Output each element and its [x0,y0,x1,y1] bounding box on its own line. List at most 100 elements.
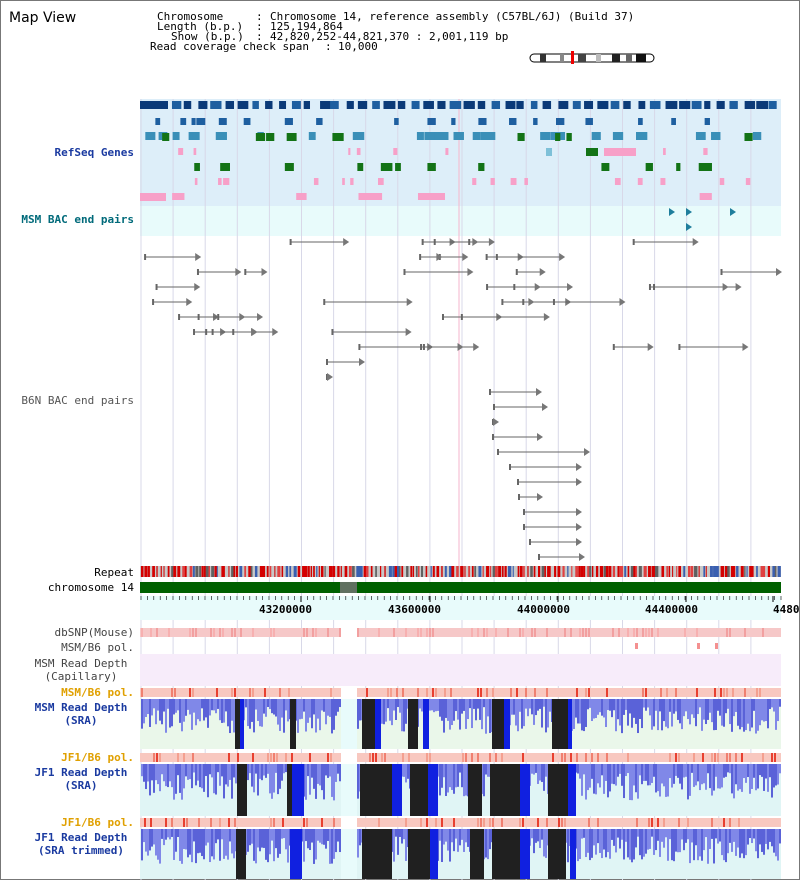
track-label-msm-bac[interactable]: MSM BAC end pairs [21,213,134,226]
gene-feature [612,132,624,140]
depth-bar [261,699,263,727]
chromosome-ideogram[interactable] [529,51,655,64]
depth-bar [323,764,325,800]
depth-bar [223,764,225,799]
depth-bar [143,829,145,843]
jf1-b6-pol-track-2[interactable] [140,818,781,827]
depth-bar [741,829,743,854]
pol-band [140,818,781,827]
msm-read-depth-track[interactable] [140,699,781,749]
pol-site [144,818,146,827]
jf1-b6-pol-track[interactable] [140,753,781,762]
pol-site [453,818,455,827]
pol-site [315,628,317,637]
depth-bar [329,699,331,717]
depth-bar [539,699,541,709]
bac-pair-end [178,314,181,320]
gene-feature [478,118,487,125]
msm-bac-track[interactable] [669,208,736,231]
track-label-b6n-bac[interactable]: B6N BAC end pairs [21,394,134,407]
depth-bar [219,764,221,786]
depth-bar [455,764,457,788]
track-label-jf1-read-depth[interactable]: JF1 Read Depth (SRA) [34,766,128,792]
pol-site [291,753,293,762]
jf1-read-depth-track[interactable] [140,764,781,816]
repeat-element [451,566,455,577]
chromosome-bar[interactable] [140,582,781,593]
repeat-element [595,566,599,577]
track-label-jf1-b6-pol[interactable]: JF1/B6 pol. [61,751,134,764]
b6n-bac-track[interactable] [144,238,782,561]
depth-bar [161,764,163,775]
depth-bar [605,829,607,858]
depth-bar [155,764,157,781]
pol-band [140,628,781,637]
track-label-jf1-read-depth-trimmed[interactable]: JF1 Read Depth (SRA trimmed) [34,831,128,857]
repeat-element [567,566,569,577]
depth-bar [449,764,451,788]
depth-bar [171,699,173,727]
depth-bar [321,764,323,791]
track-label-jf1-b6-pol-2[interactable]: JF1/B6 pol. [61,816,134,829]
track-label-msm-b6-pol-2[interactable]: MSM/B6 pol. [61,686,134,699]
depth-bar [211,764,213,778]
depth-bar [323,699,325,712]
repeat-element [344,566,348,577]
repeat-element [549,566,551,577]
depth-peak [504,699,510,749]
track-label-msm-b6-pol[interactable]: MSM/B6 pol. [61,641,134,654]
depth-bar [691,829,693,843]
track-label-repeat[interactable]: Repeat [94,566,134,579]
gene-feature [540,132,551,140]
depth-bar [599,829,601,853]
depth-bar [399,829,401,837]
depth-bar [767,764,769,792]
track-label-chromosome[interactable]: chromosome 14 [47,581,134,594]
depth-bar [227,699,229,727]
depth-bar [397,699,399,708]
depth-bar [649,829,651,849]
bac-pair-end [576,538,582,546]
depth-bar [159,764,161,792]
msm-b6-pol-track-2[interactable] [140,688,781,697]
repeat-element [583,566,586,577]
pol-site [369,753,371,762]
bac-pair-end [538,554,540,560]
depth-bar [189,764,191,780]
depth-bar [723,764,725,778]
pol-site [714,688,716,697]
repeat-element [533,566,536,577]
gene-feature [477,101,486,109]
bac-pair-end [648,284,651,290]
depth-bar [645,764,647,781]
gene-feature [266,133,275,141]
pol-site [372,753,374,762]
gene-feature [510,118,517,125]
track-label-msm-capillary[interactable]: MSM Read Depth (Capillary) [34,657,128,683]
depth-bar [715,764,717,777]
repeat-element [289,566,292,577]
depth-bar [463,764,465,797]
dbsnp-track[interactable] [140,628,781,637]
jf1-read-depth-trimmed-track[interactable] [140,829,781,879]
bac-pair-end [331,329,334,335]
depth-bar [697,764,699,782]
repeat-element [262,566,266,577]
pol-site [396,688,398,697]
repeat-element [231,566,234,577]
track-label-refseq-genes[interactable]: RefSeq Genes [54,146,134,159]
repeat-element [281,566,284,577]
gene-feature [246,118,251,125]
pol-site [273,628,275,637]
repeat-track[interactable] [140,566,781,577]
track-label-dbsnp[interactable]: dbSNP(Mouse) [54,626,134,639]
pol-site [216,688,218,697]
depth-bar [281,829,283,839]
depth-bar [461,699,463,714]
depth-bar [603,764,605,794]
track-label-msm-read-depth[interactable]: MSM Read Depth (SRA) [34,701,128,727]
refseq-genes-track[interactable] [140,101,777,201]
msm-b6-pol-track[interactable] [635,643,718,649]
pol-site [735,753,737,762]
